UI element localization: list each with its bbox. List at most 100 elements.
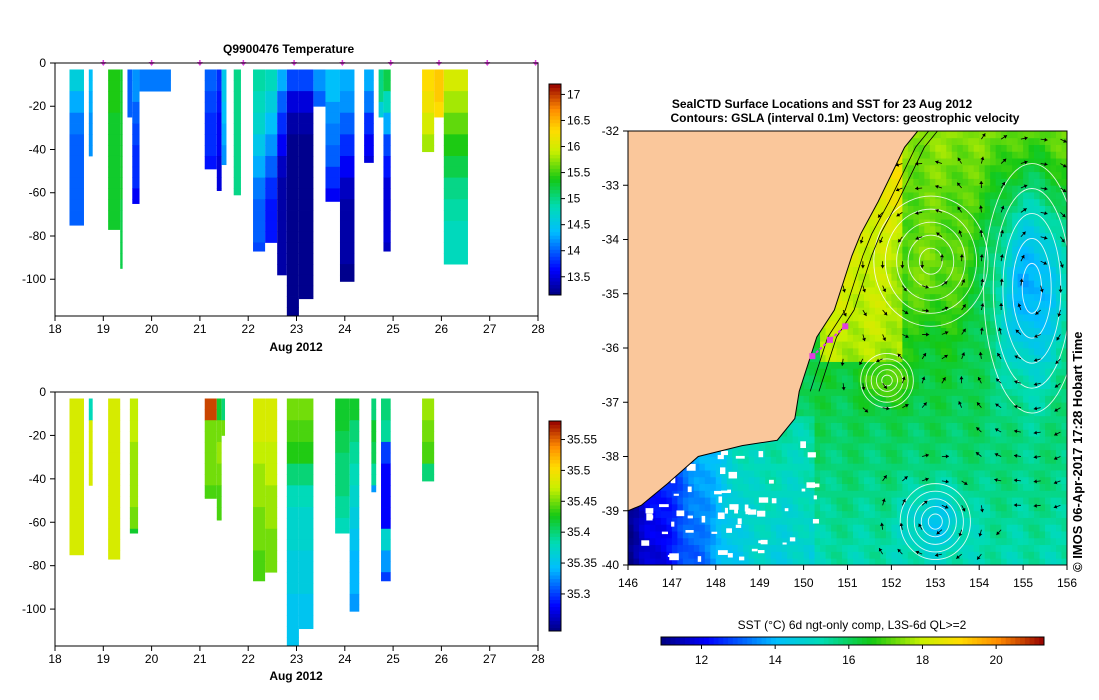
sst-cell xyxy=(951,476,958,485)
sst-cell xyxy=(748,449,755,457)
sst-cell xyxy=(732,476,739,485)
sst-cell xyxy=(918,225,925,234)
profile-5-cell xyxy=(132,134,140,146)
profile-5-cell xyxy=(132,155,140,168)
sst-cell xyxy=(918,185,925,193)
sst-cell xyxy=(957,171,964,179)
sst-cell xyxy=(946,239,953,247)
sst-cell xyxy=(973,381,980,390)
sst-cell xyxy=(946,463,953,471)
sst-cell xyxy=(935,286,942,295)
sst-cell xyxy=(693,463,700,471)
sst-cell xyxy=(984,490,991,498)
sst-cell xyxy=(885,537,892,546)
sst-cell xyxy=(852,348,859,356)
colorbar-segment xyxy=(549,435,561,439)
sst-cell xyxy=(913,531,920,539)
sst-cell xyxy=(765,531,772,539)
sst-cell xyxy=(891,280,898,288)
colorbar-segment xyxy=(549,245,561,250)
sst-cell xyxy=(891,517,898,525)
sst-cell xyxy=(924,300,931,308)
sst-cell xyxy=(809,510,815,518)
sst-cell xyxy=(929,551,936,559)
sst-cell xyxy=(748,503,755,512)
sst-cell xyxy=(940,470,947,478)
sst-cell xyxy=(962,422,969,430)
sst-cell xyxy=(946,429,953,437)
profile-2-cell xyxy=(108,112,121,124)
sst-cell xyxy=(759,531,766,539)
sst-cell xyxy=(979,307,986,315)
sst-cell xyxy=(787,503,794,512)
profile-11-cell xyxy=(253,91,266,103)
colorbar-segment xyxy=(549,182,561,187)
profile-23-cell xyxy=(434,112,444,118)
sst-cell xyxy=(869,232,876,240)
sst-cell xyxy=(984,415,991,423)
profile-0-cell xyxy=(69,420,84,432)
sst-cell xyxy=(869,395,876,403)
sst-cell xyxy=(951,381,958,390)
sst-cell xyxy=(957,470,964,478)
sst-cell xyxy=(628,524,634,532)
sst-cell xyxy=(836,476,843,485)
colorbar-segment xyxy=(549,589,561,593)
profile-19-cell xyxy=(364,155,374,163)
sst-cell xyxy=(792,415,799,423)
colorbar-segment xyxy=(549,168,561,173)
profile-11-cell xyxy=(335,409,350,421)
x-tick-label: 28 xyxy=(531,652,545,666)
sst-cell xyxy=(880,361,887,369)
profile-18-cell xyxy=(339,242,355,254)
sst-cell xyxy=(737,476,744,485)
x-tick-label: 21 xyxy=(193,322,207,336)
profile-24-cell xyxy=(443,101,468,114)
sst-cell xyxy=(721,463,728,471)
sst-cell xyxy=(704,497,711,505)
sst-cell xyxy=(935,436,942,444)
sst-cell xyxy=(852,415,859,423)
profile-18-cell xyxy=(339,220,355,233)
sst-cell xyxy=(847,415,854,423)
sst-cell xyxy=(852,395,859,403)
sst-cell xyxy=(902,490,909,498)
sst-cell xyxy=(924,524,931,532)
profile-0-cell xyxy=(69,69,84,81)
sst-cell xyxy=(869,470,876,478)
sst-cell xyxy=(880,456,887,464)
sst-cell xyxy=(929,280,936,288)
profile-11-cell xyxy=(253,177,266,189)
sst-cell xyxy=(809,422,815,430)
sst-cell xyxy=(946,388,953,396)
sst-cell xyxy=(820,503,826,512)
sst-cell xyxy=(628,544,634,552)
sst-cell xyxy=(710,517,717,525)
sst-cell xyxy=(688,470,695,478)
colorbar-segment xyxy=(549,617,561,621)
profile-12-cell xyxy=(349,528,360,541)
sst-cell xyxy=(951,551,958,559)
sst-cell xyxy=(814,334,821,342)
sst-cell xyxy=(896,334,903,342)
colorbar-segment xyxy=(549,582,561,586)
sst-cell xyxy=(831,531,837,539)
sst-cell xyxy=(951,307,958,315)
temperature-y-axis: 0-20-40-60-80-100 xyxy=(22,56,55,286)
sst-cell xyxy=(820,558,826,565)
sst-cell xyxy=(929,449,936,457)
sst-cell xyxy=(891,470,898,478)
profile-18-cell xyxy=(339,155,355,168)
profile-13-cell xyxy=(277,210,287,222)
sst-cell xyxy=(929,286,936,295)
profile-15-cell xyxy=(422,441,435,454)
profile-3-cell xyxy=(120,91,123,103)
sst-cell xyxy=(940,164,947,173)
sst-cell xyxy=(737,442,744,451)
sst-cell xyxy=(907,266,914,274)
sst-cell xyxy=(924,415,931,423)
sst-cell xyxy=(880,375,887,383)
profile-14-cell xyxy=(286,69,299,81)
sst-cell xyxy=(962,314,969,322)
sst-cell xyxy=(836,402,843,410)
